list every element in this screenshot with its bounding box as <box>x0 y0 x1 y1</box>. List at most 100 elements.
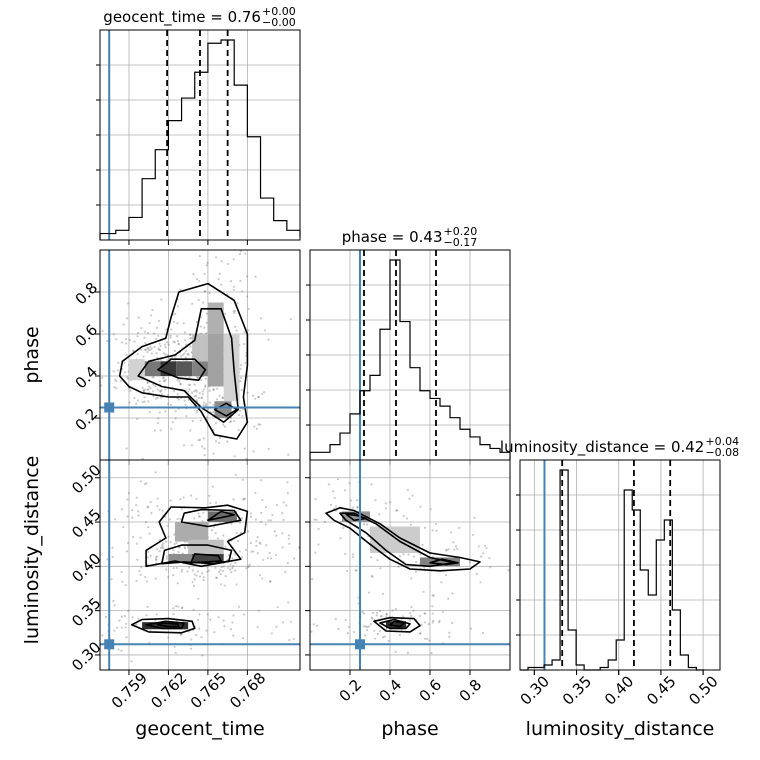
panel-geocent_time-luminosity_distance-sample-point <box>324 499 326 501</box>
panel-geocent_time-phase-sample-point <box>156 421 160 424</box>
panel-geocent_time-luminosity_distance-sample-point <box>228 568 232 571</box>
panel-phase-luminosity_distance-sample-point <box>615 565 617 567</box>
panel-geocent_time-luminosity_distance-sample-point <box>297 546 300 549</box>
panel-geocent_time-phase-sample-point <box>205 403 208 406</box>
panel-phase-luminosity_distance-sample-point <box>394 607 397 611</box>
panel-geocent_time-phase-sample-point <box>147 388 150 391</box>
panel-geocent_time-luminosity_distance-sample-point <box>282 501 285 504</box>
panel-geocent_time-luminosity_distance-sample-point <box>286 562 289 565</box>
panel-geocent_time-phase-sample-point <box>182 444 186 447</box>
panel-phase-luminosity_distance-sample-point <box>419 505 422 508</box>
panel-phase-luminosity_distance-sample-point <box>528 497 530 499</box>
panel-geocent_time-phase-sample-point <box>229 420 232 424</box>
panel-geocent_time-phase-sample-point <box>123 371 127 374</box>
panel-geocent_time-phase-sample-point <box>240 364 243 367</box>
panel-geocent_time-luminosity_distance-sample-point <box>47 599 49 601</box>
panel-phase-luminosity_distance-sample-point <box>484 544 487 547</box>
panel-phase-luminosity_distance-sample-point <box>364 625 368 628</box>
panel-geocent_time-luminosity_distance-sample-point <box>156 548 159 551</box>
panel-geocent_time-phase-sample-point <box>160 358 163 361</box>
panel-phase-luminosity_distance-sample-point <box>383 635 386 638</box>
panel-geocent_time-luminosity_distance-sample-point <box>311 527 313 529</box>
panel-geocent_time-luminosity_distance-sample-point <box>146 556 150 559</box>
panel-phase-luminosity_distance-sample-point <box>429 508 432 511</box>
panel-geocent_time-luminosity_distance-contour <box>145 620 185 630</box>
panel-geocent_time-luminosity_distance-sample-point <box>125 550 129 553</box>
panel-geocent_time-luminosity_distance-sample-point <box>188 566 191 569</box>
panel-geocent_time-luminosity_distance-sample-point <box>131 509 134 512</box>
panel-phase-luminosity_distance-sample-point <box>454 545 458 548</box>
panel-phase-luminosity_distance-sample-point <box>408 497 411 500</box>
panel-geocent_time-phase-sample-point <box>221 396 224 399</box>
panel-geocent_time-luminosity_distance-sample-point <box>310 560 312 562</box>
panel-geocent_time-luminosity_distance-sample-point <box>174 605 178 608</box>
panel-phase-luminosity_distance-sample-point <box>374 499 377 502</box>
panel-geocent_time-luminosity_distance-sample-point <box>201 654 204 657</box>
panel-phase-luminosity_distance-sample-point <box>375 614 378 617</box>
panel-geocent_time-phase-sample-point <box>239 250 242 253</box>
panel-geocent_time-phase-sample-point <box>123 361 126 364</box>
panel-geocent_time-phase-sample-point <box>169 403 172 406</box>
panel-phase-luminosity_distance-sample-point <box>398 634 401 637</box>
panel-geocent_time-luminosity_distance-sample-point <box>147 526 150 529</box>
panel-phase-luminosity_distance-density-cell <box>386 621 406 629</box>
panel-geocent_time-luminosity_distance-sample-point <box>190 647 193 650</box>
panel-geocent_time-luminosity_distance-density-cell <box>188 539 224 554</box>
panel-geocent_time-phase-sample-point <box>148 322 151 325</box>
panel-geocent_time-phase-sample-point <box>206 408 210 411</box>
xtick-label-phase: 0.6 <box>416 676 446 706</box>
panel-geocent_time-luminosity_distance-sample-point <box>75 542 77 544</box>
panel-geocent_time-phase-sample-point <box>172 390 176 393</box>
panel-geocent_time-phase-sample-point <box>235 329 238 332</box>
panel-geocent_time-phase-sample-point <box>233 309 236 313</box>
panel-geocent_time-phase-sample-point <box>232 310 236 313</box>
panel-geocent_time-phase-sample-point <box>144 341 147 345</box>
panel-geocent_time-phase-sample-point <box>179 382 182 386</box>
ytick-label-phase: 0.6 <box>72 321 102 351</box>
panel-geocent_time-phase-sample-point <box>146 388 149 391</box>
panel-geocent_time-phase-sample-point <box>148 385 151 388</box>
panel-geocent_time-phase-sample-point <box>242 408 245 411</box>
panel-geocent_time-phase-sample-point <box>198 280 201 283</box>
panel-geocent_time-luminosity_distance-sample-point <box>192 584 196 587</box>
panel-phase-luminosity_distance-sample-point <box>366 626 369 629</box>
panel-geocent_time-phase-sample-point <box>253 425 256 428</box>
panel-geocent_time-luminosity_distance-sample-point <box>155 613 158 616</box>
panel-geocent_time-luminosity_distance-sample-point <box>69 625 71 627</box>
panel-phase-luminosity_distance-sample-point <box>411 494 414 497</box>
panel-geocent_time-luminosity_distance-sample-point <box>287 537 290 540</box>
xlabel-phase: phase <box>381 718 438 740</box>
panel-geocent_time-luminosity_distance-density-cell <box>175 522 208 542</box>
panel-phase-luminosity_distance-contour <box>379 618 411 630</box>
panel-geocent_time-luminosity_distance-sample-point <box>234 473 237 476</box>
panel-geocent_time-phase-sample-point <box>152 395 155 398</box>
panel-geocent_time-luminosity_distance-sample-point <box>218 570 221 574</box>
panel-phase-luminosity_distance-sample-point <box>397 565 400 568</box>
panel-phase-luminosity_distance-sample-point <box>434 522 438 526</box>
panel-geocent_time-phase-sample-point <box>195 411 198 414</box>
panel-geocent_time-phase-sample-point <box>184 349 188 352</box>
panel-geocent_time-phase-sample-point <box>146 331 150 334</box>
panel-geocent_time-luminosity_distance-sample-point <box>113 604 116 607</box>
panel-phase-luminosity_distance-sample-point <box>373 637 376 640</box>
xtick-label-geocent_time: 0.762 <box>147 669 190 712</box>
panel-geocent_time-luminosity_distance-sample-point <box>175 541 178 545</box>
panel-phase-luminosity_distance-sample-point <box>410 606 413 609</box>
panel-geocent_time-phase-sample-point <box>254 275 257 278</box>
xtick-label-geocent_time: 0.768 <box>226 669 269 712</box>
panel-geocent_time-luminosity_distance-sample-point <box>127 609 130 612</box>
panel-phase-luminosity_distance-sample-point <box>512 540 514 542</box>
panel-geocent_time-phase-sample-point <box>166 353 169 357</box>
panel-geocent_time-luminosity_distance-sample-point <box>241 637 245 640</box>
panel-phase-luminosity_distance-sample-point <box>334 505 338 508</box>
panel-geocent_time-luminosity_distance-sample-point <box>190 638 193 641</box>
panel-geocent_time-luminosity_distance-sample-point <box>205 629 208 632</box>
panel-phase-luminosity_distance-sample-point <box>409 612 412 615</box>
panel-geocent_time-luminosity_distance-sample-point <box>230 571 233 574</box>
panel-geocent_time-phase-sample-point <box>189 383 192 387</box>
panel-geocent_time-phase-sample-point <box>195 227 197 229</box>
panel-geocent_time-luminosity_distance-sample-point <box>259 542 262 545</box>
panel-phase-luminosity_distance-sample-point <box>336 478 340 481</box>
panel-phase-luminosity_distance-sample-point <box>414 561 418 564</box>
panel-geocent_time-luminosity_distance-sample-point <box>186 570 189 573</box>
